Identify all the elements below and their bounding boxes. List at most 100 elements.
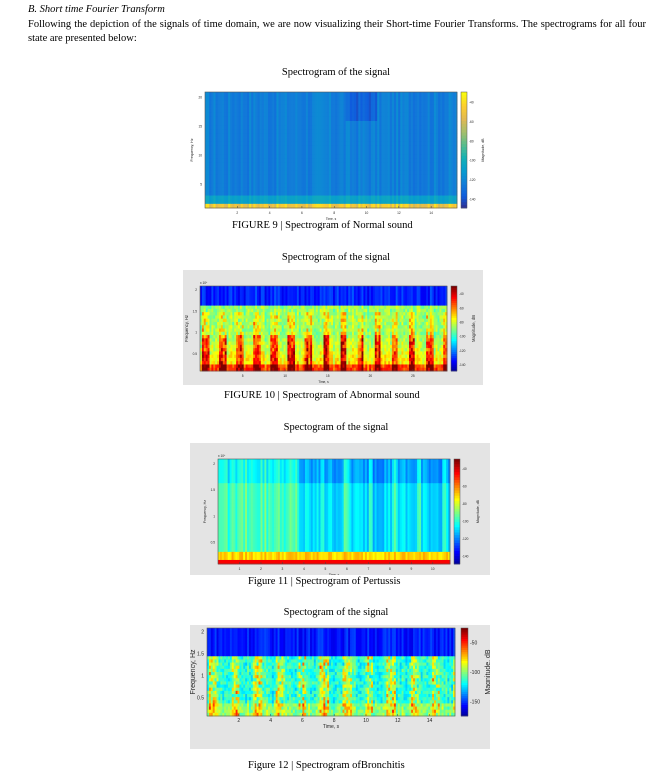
fig12-colorbar-label: Magnitude, dB bbox=[485, 649, 490, 694]
fig10-y-tick: 1 bbox=[195, 331, 197, 335]
fig11-chart-title: Spectogram of the signal bbox=[283, 422, 389, 433]
fig9-y-label: Frequency, Hz bbox=[190, 138, 194, 161]
fig11-x-tick: 8 bbox=[389, 567, 391, 571]
fig12-x-label: Time, s bbox=[323, 724, 340, 730]
fig10-caption: FIGURE 10 | Spectrogram of Abnormal soun… bbox=[224, 390, 420, 401]
fig9-colorbar-tick: -80 bbox=[469, 139, 474, 143]
fig9-x-tick: 14 bbox=[429, 211, 433, 215]
fig9-colorbar-tick: -120 bbox=[469, 178, 476, 182]
fig11-colorbar-tick: -40 bbox=[462, 467, 467, 471]
fig12-x-tick: 10 bbox=[363, 718, 369, 724]
fig9-caption: FIGURE 9 | Spectrogram of Normal sound bbox=[232, 220, 413, 231]
fig10-colorbar bbox=[450, 285, 458, 372]
fig9-x-tick: 12 bbox=[397, 211, 401, 215]
fig11-x-tick: 6 bbox=[346, 567, 348, 571]
fig9-chart-title: Spectrogram of the signal bbox=[281, 67, 391, 78]
fig9-y-tick: 10 bbox=[198, 153, 202, 157]
fig11-x-tick: 1 bbox=[239, 567, 241, 571]
fig10-y-exponent: x 10⁴ bbox=[200, 281, 208, 285]
fig10-x-tick: 20 bbox=[369, 374, 373, 378]
fig9-y-tick: 5 bbox=[200, 182, 202, 186]
fig10-x-label: Time, s bbox=[318, 380, 329, 384]
fig12-x-tick: 4 bbox=[269, 718, 272, 724]
fig11-x-label: Time, s bbox=[329, 573, 340, 575]
fig12-colorbar-tick: -150 bbox=[470, 699, 480, 705]
fig10-colorbar-tick: -40 bbox=[459, 292, 464, 296]
fig11-x-tick: 2 bbox=[260, 567, 262, 571]
fig9-colorbar-tick: -140 bbox=[469, 197, 476, 201]
fig9-spectrogram: 2 4 6 8 10 12 14 Time, s 20 15 10 5 Frequency, Hz -40… bbox=[183, 88, 487, 220]
fig12-colorbar-tick: -100 bbox=[470, 670, 480, 676]
fig10-colorbar-tick: -120 bbox=[459, 349, 466, 353]
intro-paragraph: Following the depiction of the signals o… bbox=[28, 19, 646, 44]
fig12-y-tick: 0.5 bbox=[197, 695, 204, 701]
fig12-y-label: Frequency, Hz bbox=[190, 649, 197, 694]
fig11-colorbar-tick: -100 bbox=[462, 519, 469, 523]
fig11-colorbar bbox=[453, 458, 461, 565]
fig11-plot-area bbox=[217, 458, 451, 565]
fig11-x-tick: 9 bbox=[410, 567, 412, 571]
fig12-y-tick: 2 bbox=[201, 629, 204, 635]
fig10-y-tick: 0.5 bbox=[193, 352, 198, 356]
fig10-x-tick: 25 bbox=[411, 374, 415, 378]
fig12-colorbar bbox=[460, 627, 469, 717]
fig12-chart-title: Spectogram of the signal bbox=[283, 607, 389, 618]
fig9-x-tick: 4 bbox=[269, 211, 271, 215]
fig10-plot-area bbox=[199, 285, 448, 372]
fig10-x-tick: 15 bbox=[326, 374, 330, 378]
fig10-x-tick: 10 bbox=[283, 374, 287, 378]
section-heading: B. Short time Fourier Transform bbox=[28, 4, 165, 15]
fig10-colorbar-tick: -100 bbox=[459, 335, 466, 339]
fig11-x-tick: 5 bbox=[325, 567, 327, 571]
fig11-colorbar-tick: -140 bbox=[462, 554, 469, 558]
fig12-x-tick: 8 bbox=[333, 718, 336, 724]
fig12-x-tick: 12 bbox=[395, 718, 401, 724]
fig12-x-tick: 6 bbox=[301, 718, 304, 724]
fig12-colorbar-tick: -50 bbox=[470, 641, 477, 647]
fig9-x-tick: 8 bbox=[333, 211, 335, 215]
fig12-x-tick: 2 bbox=[237, 718, 240, 724]
fig12-caption: Figure 12 | Spectrogram ofBronchitis bbox=[248, 760, 405, 771]
fig10-x-tick: 5 bbox=[242, 374, 244, 378]
fig9-x-tick: 6 bbox=[301, 211, 303, 215]
fig10-colorbar-tick: -80 bbox=[459, 320, 464, 324]
fig11-y-tick: 2 bbox=[213, 462, 215, 466]
fig12-spectrogram: 2 4 6 8 10 12 14 Time, s 2 1.5 1 0.5 Frequency, Hz -5… bbox=[190, 625, 490, 749]
fig9-colorbar-tick: -40 bbox=[469, 101, 474, 105]
fig9-x-tick: 2 bbox=[236, 211, 238, 215]
fig12-x-tick: 14 bbox=[427, 718, 433, 724]
fig9-plot-area bbox=[204, 91, 458, 209]
fig11-colorbar-label: Magnitude, dB bbox=[476, 499, 480, 523]
fig10-colorbar-tick: -140 bbox=[459, 363, 466, 367]
fig12-plot-area bbox=[206, 627, 456, 717]
fig9-colorbar-tick: -60 bbox=[469, 120, 474, 124]
fig10-y-label: Frequency, Hz bbox=[184, 315, 189, 342]
fig11-colorbar-tick: -60 bbox=[462, 484, 467, 488]
fig9-colorbar-tick: -100 bbox=[469, 159, 476, 163]
fig11-x-tick: 7 bbox=[367, 567, 369, 571]
fig10-chart-title: Spectrogram of the signal bbox=[281, 252, 391, 263]
fig10-colorbar-label: Magnitude, dB bbox=[471, 315, 476, 342]
fig11-colorbar-tick: -80 bbox=[462, 502, 467, 506]
fig11-colorbar-tick: -120 bbox=[462, 537, 469, 541]
fig11-y-tick: 0.5 bbox=[211, 541, 216, 545]
fig9-y-tick: 20 bbox=[198, 95, 202, 99]
fig10-colorbar-tick: -60 bbox=[459, 306, 464, 310]
fig11-caption: Figure 11 | Spectrogram of Pertussis bbox=[248, 576, 401, 587]
fig10-spectrogram: 5 10 15 20 25 Time, s 2 1.5 1 0.5 Frequency, Hz x 1… bbox=[183, 270, 483, 385]
fig10-y-tick: 2 bbox=[195, 288, 197, 292]
fig9-y-tick: 15 bbox=[198, 124, 202, 128]
fig9-colorbar bbox=[460, 91, 468, 209]
fig9-x-label: Time, s bbox=[326, 217, 337, 220]
fig11-x-tick: 10 bbox=[431, 567, 435, 571]
fig11-y-tick: 1 bbox=[213, 514, 215, 518]
fig11-spectrogram: 1 2 3 4 5 6 7 8 9 10 Time, s 2 1.5 1 0.5 Frequency, Hz x… bbox=[190, 443, 490, 575]
fig11-y-exponent: x 10⁴ bbox=[218, 454, 226, 458]
fig9-x-tick: 10 bbox=[365, 211, 369, 215]
fig10-y-tick: 1.5 bbox=[193, 309, 198, 313]
fig12-y-tick: 1 bbox=[201, 673, 204, 679]
fig11-x-tick: 4 bbox=[303, 567, 305, 571]
fig11-y-label: Frequency, Hz bbox=[203, 500, 207, 523]
fig11-x-tick: 3 bbox=[282, 567, 284, 571]
fig11-y-tick: 1.5 bbox=[211, 488, 216, 492]
